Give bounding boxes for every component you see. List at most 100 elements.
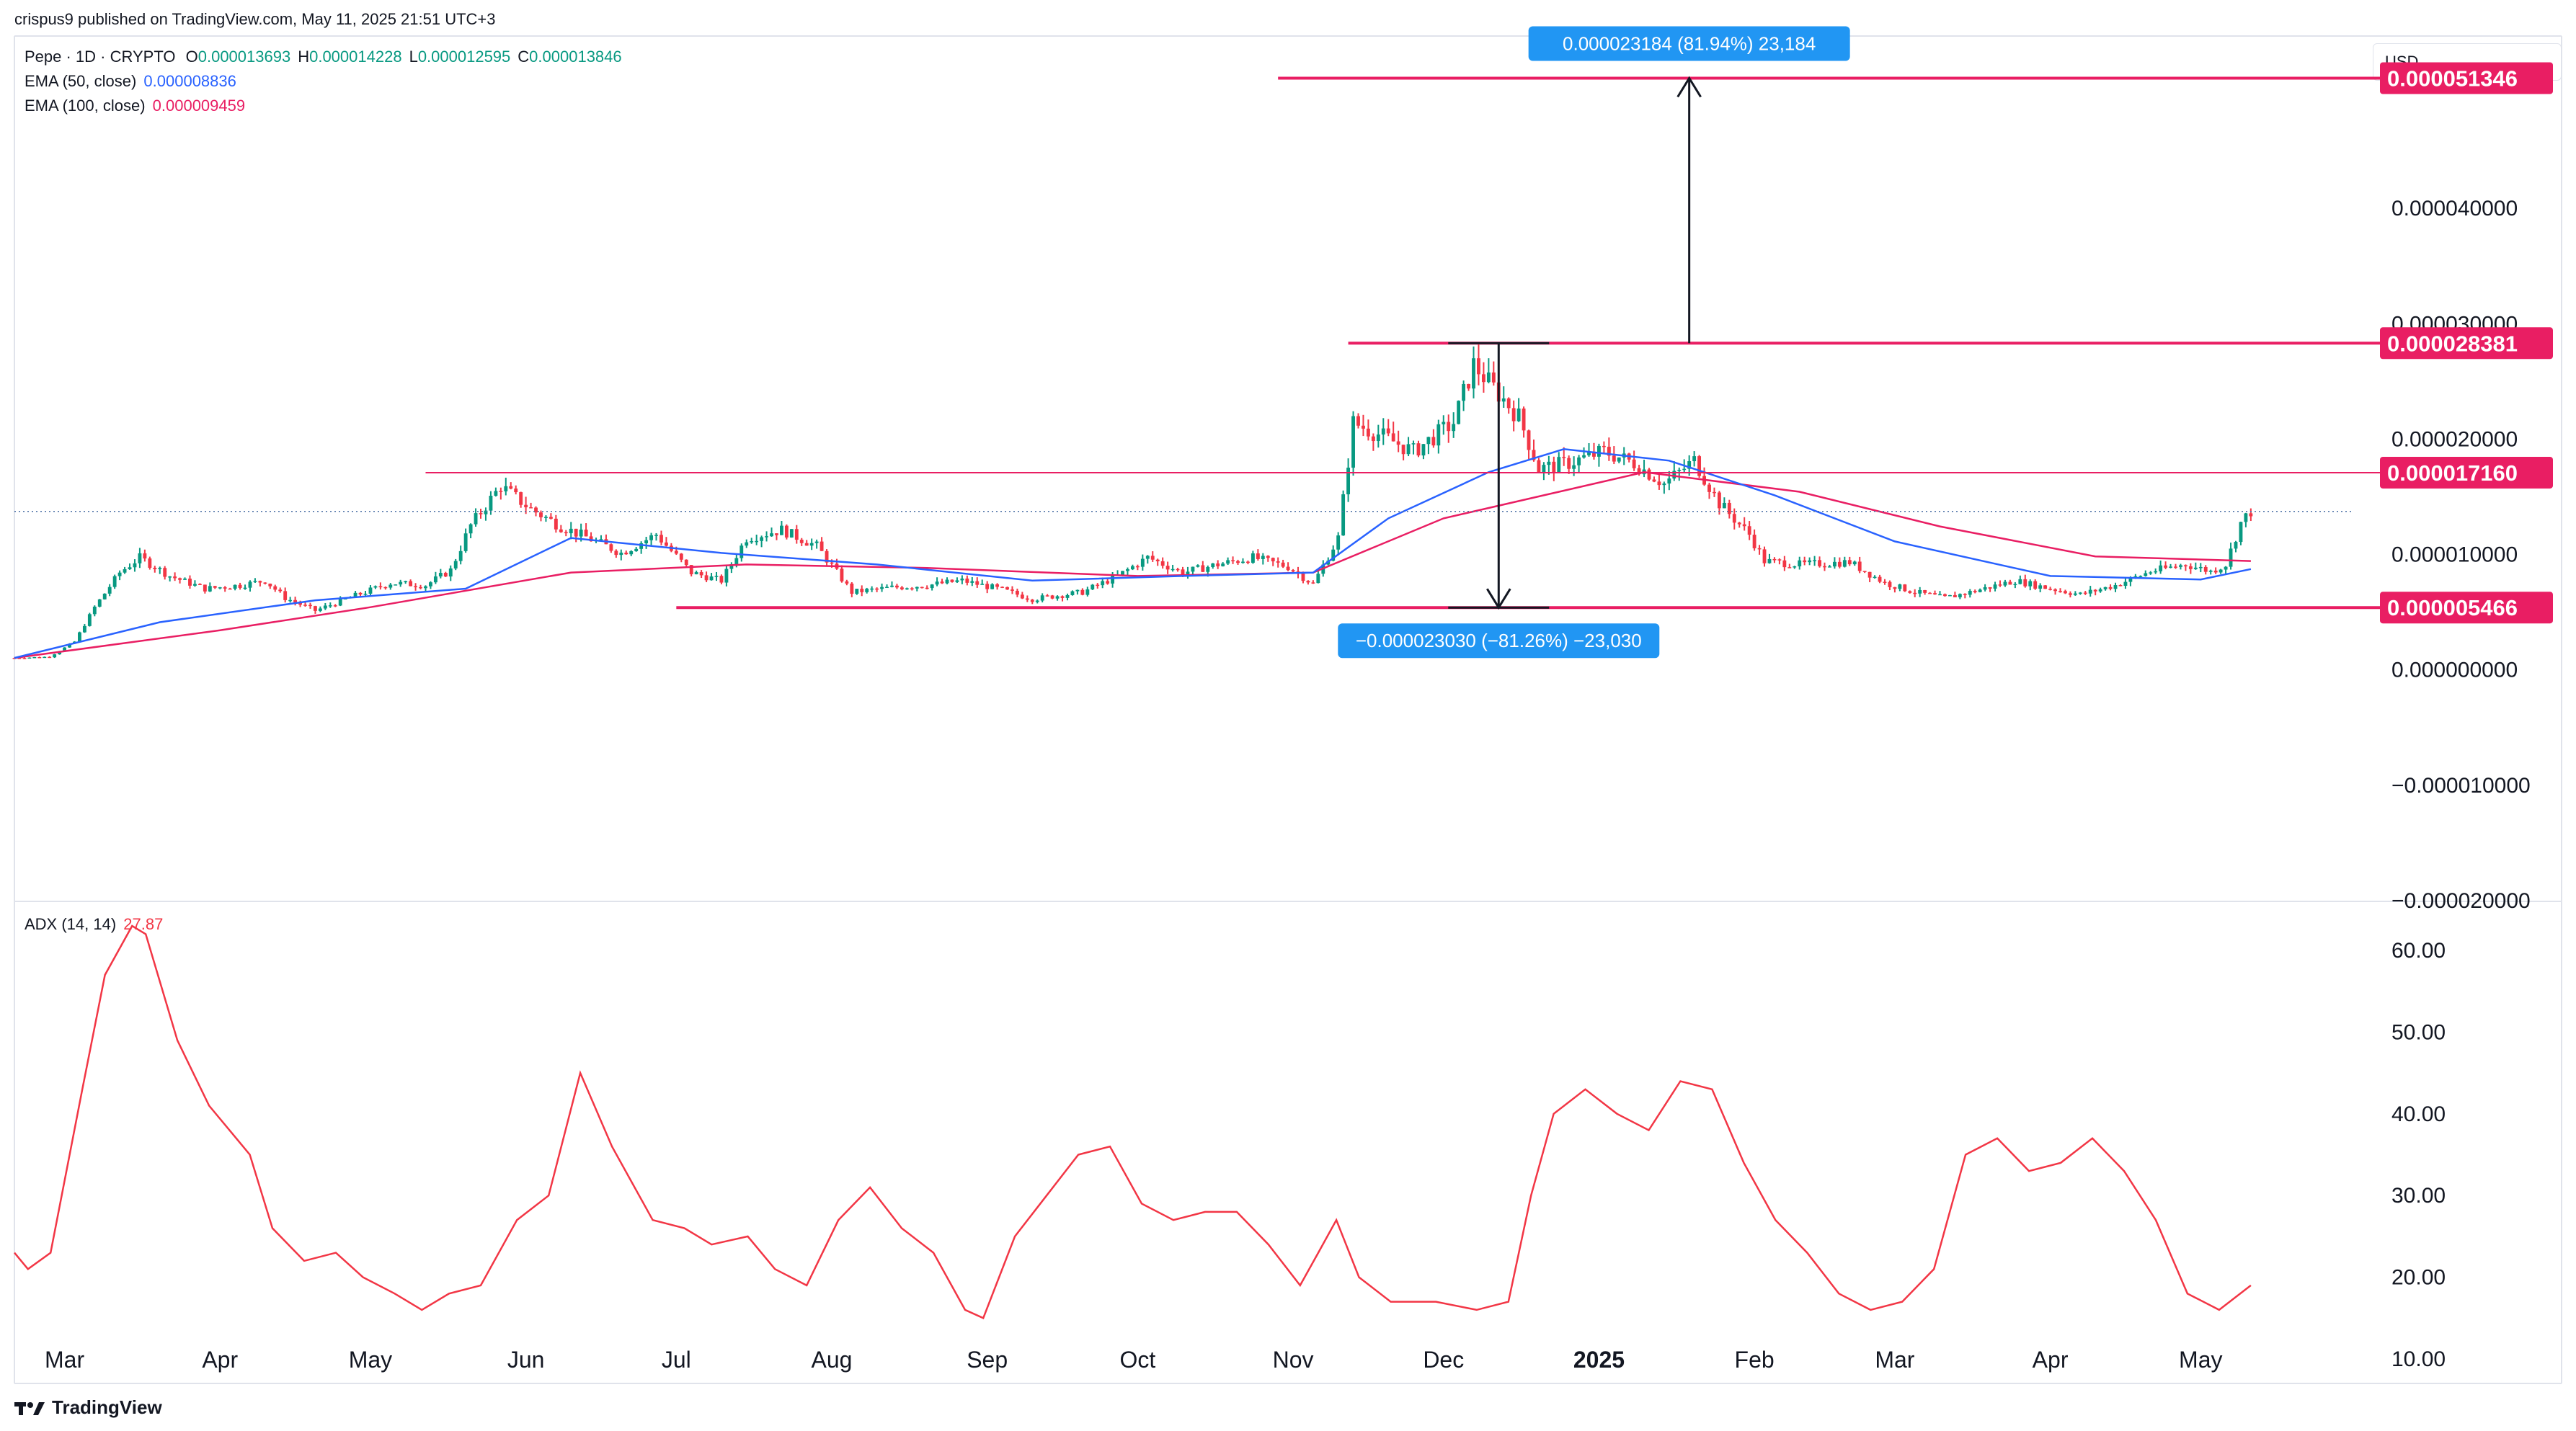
- candle-body: [1276, 561, 1280, 563]
- candle-body: [1121, 571, 1124, 575]
- candle-body: [619, 552, 623, 556]
- candle-body: [494, 491, 498, 496]
- candle-body: [1165, 566, 1170, 570]
- candle-body: [343, 598, 347, 599]
- time-tick-label: 2025: [1573, 1347, 1625, 1373]
- tradingview-brand[interactable]: TradingView: [14, 1396, 162, 1419]
- candle-body: [433, 576, 438, 583]
- candle-body: [784, 525, 789, 538]
- candle-body: [960, 578, 964, 581]
- candle-body: [1898, 584, 1902, 589]
- candle-body: [1602, 445, 1606, 447]
- ema100-label: EMA (100, close): [25, 97, 146, 115]
- candle-body: [97, 599, 102, 607]
- candle-body: [479, 513, 483, 514]
- candle-body: [1467, 383, 1470, 389]
- candle-body: [1015, 590, 1019, 595]
- candle-body: [760, 537, 764, 541]
- candle-body: [268, 583, 272, 587]
- candle-body: [699, 572, 703, 576]
- candle-body: [1336, 535, 1341, 550]
- candle-body: [2048, 589, 2053, 590]
- candle-body: [1452, 424, 1456, 432]
- candle-body: [2234, 542, 2238, 549]
- candle-body: [755, 540, 759, 543]
- time-tick-label: Nov: [1273, 1347, 1314, 1373]
- candle-body: [1035, 600, 1039, 602]
- candle-body: [2164, 565, 2168, 568]
- candle-body: [1160, 561, 1165, 566]
- candle-body: [935, 581, 939, 585]
- candle-body: [1306, 581, 1310, 583]
- candle-body: [880, 587, 884, 589]
- candle-body: [27, 657, 32, 659]
- candle-body: [1692, 456, 1697, 462]
- candle-body: [1150, 556, 1155, 560]
- candle-body: [1562, 457, 1566, 458]
- candle-body: [1737, 522, 1741, 525]
- candle-body: [1070, 591, 1075, 595]
- candle-body: [684, 559, 688, 566]
- candle-body: [1331, 549, 1336, 561]
- ohlc-value-l: 0.000012595: [417, 48, 511, 66]
- level-price-label: 0.000017160: [2387, 460, 2518, 486]
- candle-body: [298, 602, 302, 605]
- candle-body: [1416, 443, 1421, 456]
- candle-body: [814, 541, 819, 543]
- candle-body: [499, 491, 503, 492]
- candle-body: [1236, 561, 1240, 563]
- candle-body: [112, 576, 117, 587]
- candle-body: [2149, 572, 2153, 574]
- candle-body: [17, 658, 22, 659]
- candle-body: [865, 589, 869, 592]
- candle-body: [1101, 581, 1105, 586]
- candle-body: [1421, 444, 1426, 456]
- ohlc-key-h: H: [298, 48, 310, 66]
- candle-body: [770, 533, 773, 537]
- price-tick-label: 0.000040000: [2391, 197, 2518, 220]
- symbol-name: Pepe · 1D · CRYPTO: [25, 48, 176, 66]
- candle-body: [1652, 479, 1656, 482]
- candle-body: [308, 605, 312, 607]
- price-tick-label: −0.000020000: [2391, 889, 2531, 913]
- candle-body: [263, 582, 267, 584]
- candle-body: [704, 575, 709, 581]
- time-tick-label: Mar: [45, 1347, 84, 1373]
- candle-body: [1011, 589, 1014, 591]
- candle-body: [1888, 581, 1892, 587]
- candle-body: [975, 581, 980, 585]
- candle-body: [554, 518, 558, 530]
- candle-body: [1065, 594, 1070, 598]
- candle-body: [840, 569, 844, 581]
- candle-body: [504, 486, 508, 491]
- time-tick-label: May: [349, 1347, 392, 1373]
- candle-body: [1501, 398, 1506, 402]
- candle-body: [1978, 589, 1982, 592]
- candle-body: [1677, 470, 1682, 471]
- candle-body: [278, 589, 283, 592]
- ohlc-key-o: O: [185, 48, 198, 66]
- candle-body: [990, 584, 995, 589]
- price-pane: 0.0000400000.0000300000.0000200000.00001…: [12, 26, 2553, 913]
- candle-body: [368, 587, 373, 594]
- candle-body: [2043, 585, 2048, 589]
- candle-body: [925, 587, 929, 589]
- candle-body: [288, 599, 293, 602]
- candle-body: [37, 656, 42, 659]
- candle-body: [1181, 569, 1185, 576]
- candle-body: [318, 608, 322, 611]
- candle-body: [92, 606, 97, 615]
- candle-body: [313, 606, 317, 611]
- candle-body: [443, 573, 448, 577]
- candle-body: [1682, 468, 1687, 471]
- candle-body: [183, 579, 187, 580]
- level-price-tag: [2380, 327, 2553, 360]
- candle-body: [2023, 579, 2028, 587]
- candle-body: [48, 656, 52, 659]
- candle-body: [1837, 561, 1842, 567]
- candle-body: [1020, 594, 1024, 599]
- candle-body: [424, 586, 427, 589]
- candle-body: [1968, 591, 1972, 595]
- ema50-label: EMA (50, close): [25, 72, 137, 90]
